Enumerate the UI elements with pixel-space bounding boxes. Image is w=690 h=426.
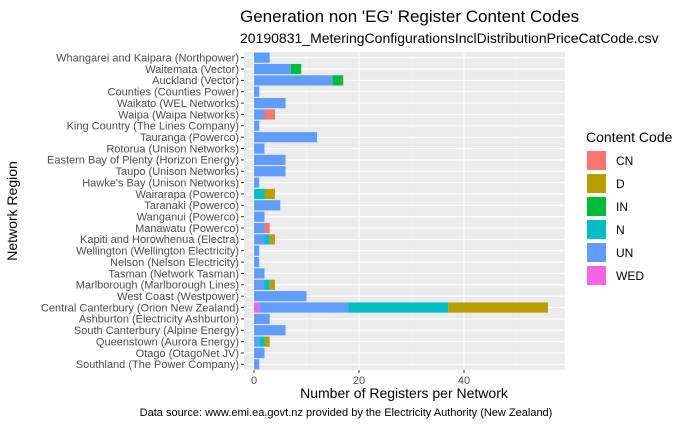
bar-segment (259, 302, 349, 313)
legend-title: Content Code (586, 129, 673, 145)
legend: Content Code CN D IN N UN WED (586, 129, 673, 285)
bar-segment (254, 86, 260, 97)
bar-segment (264, 279, 270, 290)
bar-segment (448, 302, 548, 313)
bar-segment (254, 188, 265, 200)
legend-label: N (616, 223, 625, 237)
bar-segment (254, 200, 281, 211)
y-tick-label: Waipa (Waipa Networks) (118, 109, 239, 121)
y-tick-label: Marlborough (Marlborough Lines) (76, 280, 239, 292)
y-axis-label: Network Region (4, 161, 20, 261)
y-tick-label: Wairarapa (Powerco) (135, 189, 239, 201)
bar-segment (269, 279, 275, 290)
bar-segment (254, 154, 286, 166)
y-tick-label: Whangarei and Kaipara (Northpower) (56, 52, 239, 64)
bar-segment (332, 75, 344, 86)
y-tick-labels: Whangarei and Kaipara (Northpower)Waitem… (41, 52, 244, 371)
bar-segment (290, 63, 302, 75)
x-tick-labels: 0 20 40 (251, 370, 470, 387)
bar-segment (254, 302, 260, 313)
legend-label: CN (616, 154, 633, 168)
y-tick-label: Tasman (Network Tasman) (108, 268, 239, 280)
legend-key (587, 151, 606, 170)
bar-segment (254, 347, 265, 359)
bar-segment (254, 359, 260, 370)
y-tick-label: Eastern Bay of Plenty (Horizon Energy) (47, 155, 239, 167)
bar-segment (254, 166, 286, 177)
bar-segment (254, 132, 317, 143)
bar-segment (254, 222, 265, 234)
bar-segment (254, 313, 270, 325)
y-tick-label: West Coast (Westpower) (117, 291, 239, 303)
legend-key (587, 197, 606, 216)
bar-segment (254, 325, 286, 336)
y-tick-label: Waitemata (Vector) (145, 64, 239, 76)
bar-segment (254, 63, 291, 75)
bar-segment (254, 268, 265, 279)
legend-key (587, 243, 606, 262)
bar-segment (254, 291, 307, 302)
y-tick-label: Manawatu (Powerco) (135, 223, 239, 235)
plot-panel (244, 52, 565, 370)
y-tick-label: Ashburton (Electricity Ashburton) (79, 314, 239, 326)
y-tick-label: Tauranga (Powerco) (140, 132, 239, 144)
y-tick-label: Auckland (Vector) (152, 75, 239, 87)
y-tick-label: South Canterbury (Alpine Energy) (74, 325, 239, 337)
x-tick-label: 20 (353, 375, 365, 387)
y-tick-label: Queenstown (Aurora Energy) (96, 336, 239, 348)
legend-label: D (616, 177, 625, 191)
y-tick-label: Southland (The Power Company) (76, 359, 239, 371)
bar-segment (254, 120, 260, 131)
y-tick-label: Central Canterbury (Orion New Zealand) (41, 302, 239, 314)
bar-segment (254, 177, 260, 188)
chart-caption: Data source: www.emi.ea.govt.nz provided… (140, 407, 553, 419)
bar-segment (254, 234, 265, 245)
y-tick-label: Hawke's Bay (Unison Networks) (82, 177, 239, 189)
y-tick-label: King Country (The Lines Company) (67, 121, 239, 133)
y-tick-label: Rotorua (Unison Networks) (106, 143, 239, 155)
y-tick-label: Wellington (Wellington Electricity) (76, 246, 239, 258)
bar-segment (264, 222, 270, 234)
chart-subtitle: 20190831_MeteringConfigurationsInclDistr… (240, 30, 659, 46)
bar-segment (264, 234, 270, 245)
y-tick-label: Waikato (WEL Networks) (117, 98, 239, 110)
y-tick-label: Taranaki (Powerco) (144, 200, 239, 212)
bar-segment (254, 143, 265, 154)
bar-segment (254, 336, 260, 347)
bar-segment (254, 75, 333, 86)
bar-segment (264, 188, 275, 200)
y-tick-label: Otago (OtagoNet JV) (136, 348, 239, 360)
bar-segment (254, 109, 265, 120)
legend-key (587, 266, 606, 285)
bar-segment (254, 52, 270, 63)
bar-segment (269, 234, 275, 245)
legend-key (587, 220, 606, 239)
x-tick-label: 0 (251, 375, 257, 387)
legend-label: IN (616, 200, 628, 214)
bar-segment (259, 336, 265, 347)
bar-segment (254, 256, 260, 268)
y-tick-label: Wanganui (Powerco) (137, 211, 239, 223)
bar-segment (254, 245, 260, 256)
y-tick-label: Taupo (Unison Networks) (116, 166, 240, 178)
y-tick-label: Counties (Counties Power) (108, 87, 239, 99)
x-tick-label: 40 (458, 375, 470, 387)
bars (254, 52, 548, 370)
y-tick-label: Kapiti and Horowhenua (Electra) (80, 234, 239, 246)
x-axis-label: Number of Registers per Network (300, 385, 509, 401)
bar-segment (264, 109, 275, 120)
bar-segment (254, 211, 265, 222)
bar-segment (254, 279, 265, 290)
legend-label: WED (616, 269, 644, 283)
bar-segment (264, 336, 270, 347)
bar-segment (348, 302, 449, 313)
legend-label: UN (616, 246, 633, 260)
legend-key (587, 174, 606, 193)
y-tick-label: Nelson (Nelson Electricity) (110, 257, 239, 269)
bar-segment (254, 97, 286, 109)
chart-title: Generation non 'EG' Register Content Cod… (240, 7, 579, 26)
